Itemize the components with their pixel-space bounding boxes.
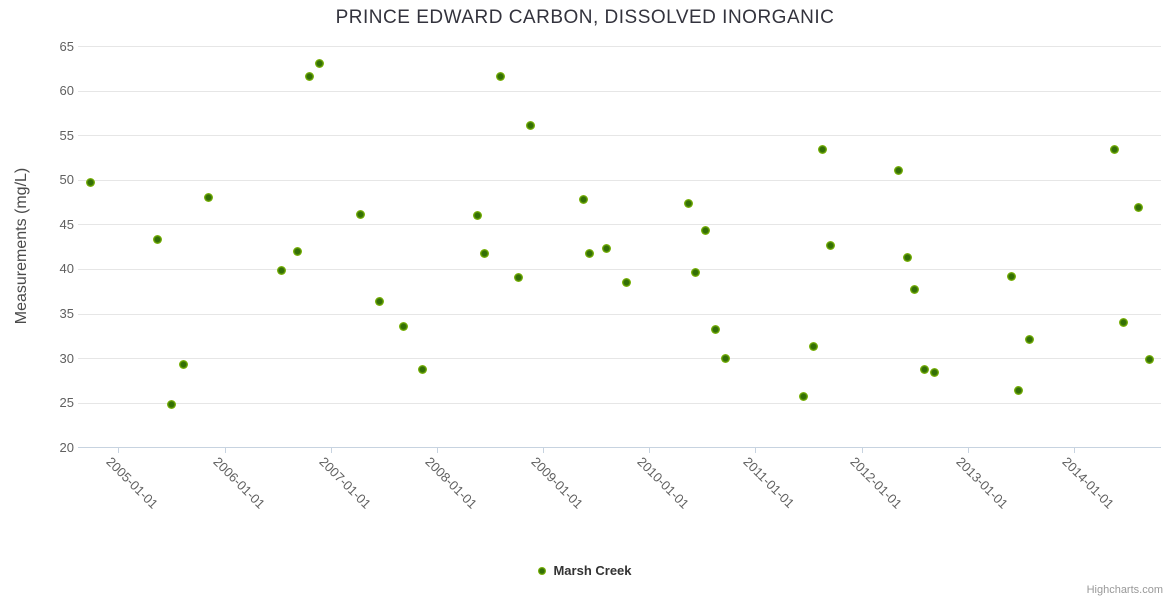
highcharts-credit-link[interactable]: Highcharts.com	[1086, 584, 1163, 596]
data-point[interactable]	[585, 248, 595, 258]
gridline	[78, 224, 1161, 226]
x-axis-tick-label: 2012-01-01	[846, 453, 905, 512]
x-axis-tick-mark	[755, 447, 757, 453]
x-axis-tick-label: 2009-01-01	[528, 453, 587, 512]
x-axis-tick-mark	[436, 447, 438, 453]
x-axis-line	[78, 447, 1161, 449]
x-axis-tick-label: 2007-01-01	[316, 453, 374, 512]
data-point[interactable]	[304, 72, 314, 82]
data-point[interactable]	[826, 240, 836, 250]
y-axis-tick-label: 30	[59, 350, 74, 366]
data-point[interactable]	[525, 121, 535, 131]
data-point[interactable]	[894, 165, 904, 175]
y-axis-tick-label: 40	[59, 261, 74, 277]
x-axis-tick-mark	[224, 447, 226, 453]
data-point[interactable]	[1134, 202, 1144, 212]
data-point[interactable]	[817, 144, 827, 154]
gridline	[78, 358, 1161, 360]
data-point[interactable]	[902, 253, 912, 263]
x-axis-tick-mark	[1073, 447, 1075, 453]
data-point[interactable]	[930, 368, 940, 378]
data-point[interactable]	[1119, 318, 1129, 328]
data-point[interactable]	[355, 209, 365, 219]
data-point[interactable]	[153, 234, 163, 244]
data-point[interactable]	[86, 178, 96, 188]
legend-marker-icon	[538, 566, 547, 575]
y-axis-tick-label: 50	[59, 172, 74, 188]
legend[interactable]: Marsh Creek	[0, 563, 1170, 578]
y-axis-tick-label: 25	[59, 395, 74, 411]
x-axis-tick-label: 2014-01-01	[1059, 453, 1117, 512]
x-axis-tick-label: 2013-01-01	[953, 453, 1011, 512]
data-point[interactable]	[1006, 272, 1016, 282]
x-axis-tick-label: 2005-01-01	[103, 453, 162, 512]
y-axis-tick-label: 65	[59, 38, 74, 54]
gridline	[78, 179, 1161, 181]
y-axis-title: Measurements (mg/L)	[13, 167, 30, 325]
data-point[interactable]	[798, 391, 808, 401]
data-point[interactable]	[578, 195, 588, 205]
chart-title: PRINCE EDWARD CARBON, DISSOLVED INORGANI…	[335, 7, 835, 28]
data-point[interactable]	[166, 399, 176, 409]
data-point[interactable]	[514, 272, 524, 282]
gridline	[78, 268, 1161, 270]
data-point[interactable]	[1024, 335, 1034, 345]
data-point[interactable]	[277, 265, 287, 275]
x-axis-tick-mark	[543, 447, 545, 453]
data-point[interactable]	[910, 285, 920, 295]
data-point[interactable]	[809, 342, 819, 352]
data-point[interactable]	[314, 59, 324, 69]
legend-label: Marsh Creek	[553, 563, 632, 578]
y-axis-tick-label: 20	[59, 439, 74, 455]
data-point[interactable]	[204, 192, 214, 202]
x-axis-tick-mark	[861, 447, 863, 453]
x-axis-tick-mark	[649, 447, 651, 453]
data-point[interactable]	[399, 321, 409, 331]
data-point[interactable]	[684, 198, 693, 208]
x-axis-tick-mark	[967, 447, 969, 453]
data-point[interactable]	[178, 360, 188, 370]
gridline	[78, 90, 1161, 92]
data-point[interactable]	[622, 278, 632, 288]
data-point[interactable]	[417, 364, 427, 374]
data-point[interactable]	[721, 354, 731, 364]
y-axis-tick-label: 60	[59, 83, 74, 99]
data-point[interactable]	[293, 247, 303, 257]
x-axis-tick-label: 2008-01-01	[422, 453, 480, 512]
data-point[interactable]	[710, 324, 720, 334]
gridline	[78, 135, 1161, 137]
x-axis-tick-label: 2010-01-01	[634, 453, 693, 512]
gridline	[78, 313, 1161, 315]
x-axis-tick-label: 2011-01-01	[740, 453, 798, 511]
y-axis-tick-label: 35	[59, 306, 74, 321]
gridline	[78, 402, 1161, 404]
x-axis-tick-mark	[118, 447, 120, 453]
data-point[interactable]	[919, 364, 929, 374]
data-point[interactable]	[496, 72, 506, 82]
data-point[interactable]	[691, 268, 701, 278]
data-point[interactable]	[1109, 144, 1119, 154]
x-axis-tick-mark	[330, 447, 332, 453]
data-point[interactable]	[375, 297, 385, 307]
y-axis-tick-label: 55	[59, 127, 74, 143]
data-point[interactable]	[480, 248, 490, 258]
data-point[interactable]	[472, 211, 482, 221]
data-point[interactable]	[1144, 354, 1154, 364]
y-axis-tick-label: 45	[59, 216, 74, 232]
data-point[interactable]	[1014, 386, 1024, 396]
data-point[interactable]	[701, 225, 710, 235]
gridline	[78, 46, 1161, 48]
data-point[interactable]	[602, 244, 612, 254]
x-axis-tick-label: 2006-01-01	[209, 453, 268, 512]
